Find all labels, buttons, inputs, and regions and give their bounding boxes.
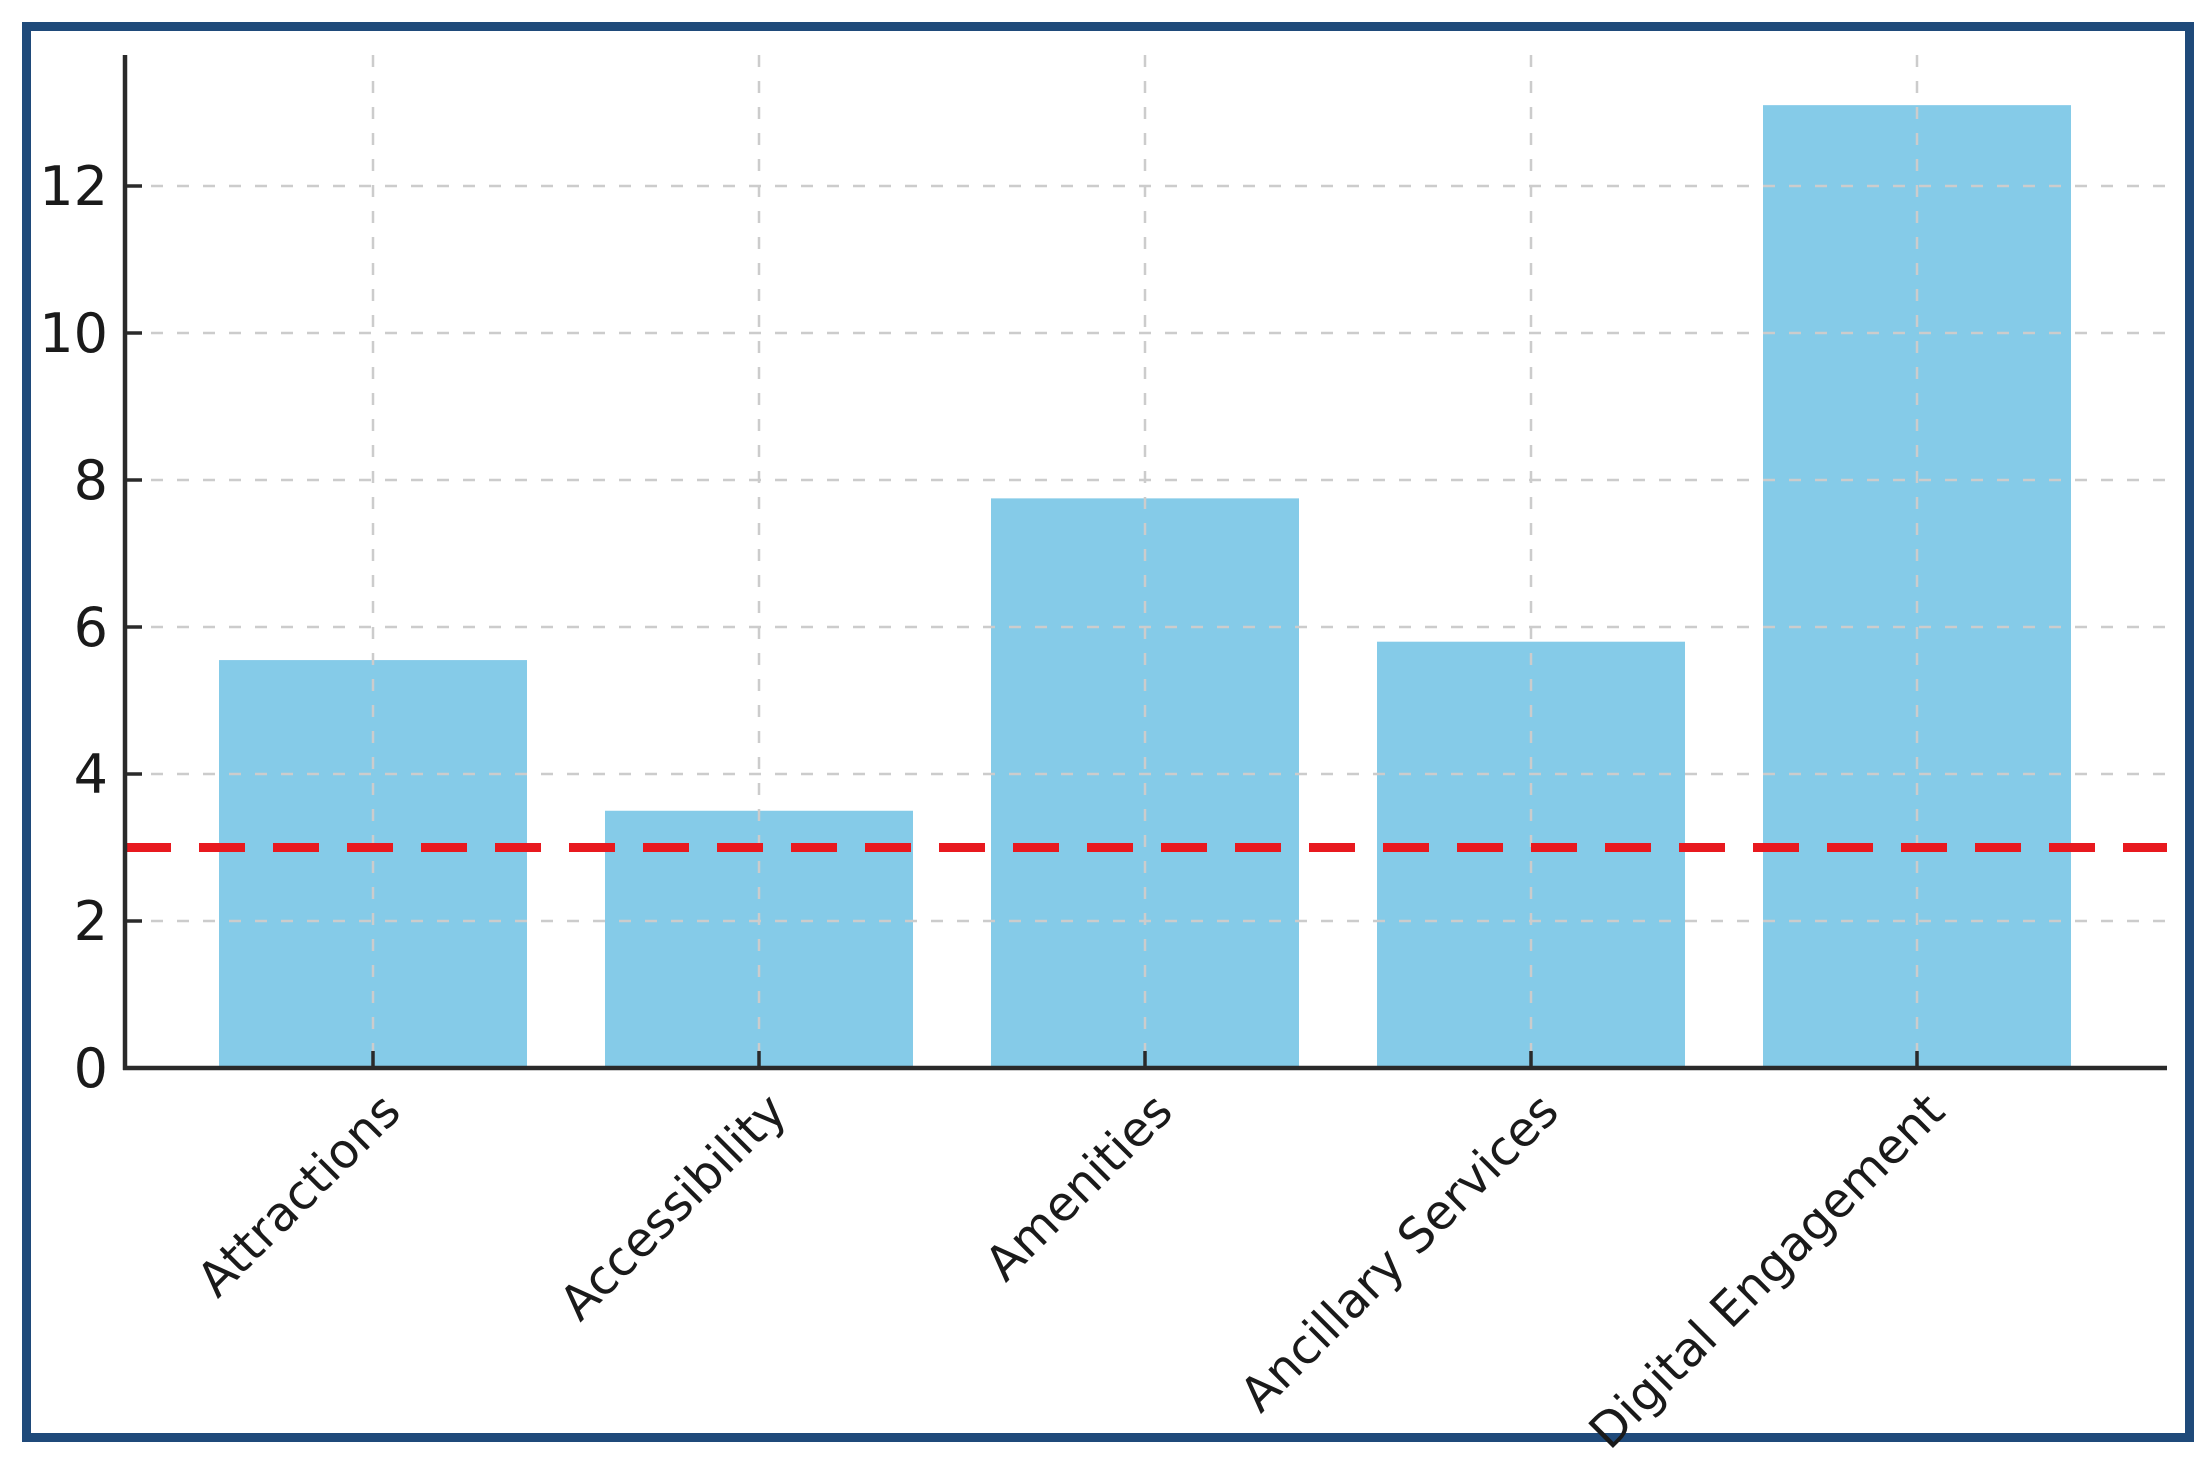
y-tick-label-4: 4	[74, 743, 108, 806]
x-tick-label-1: Accessibility	[549, 1083, 797, 1331]
gridlines-layer	[125, 55, 2167, 1068]
x-tick-label-3: Ancillary Services	[1229, 1083, 1569, 1423]
axes-layer	[122, 55, 2167, 1071]
x-tick-label-4: Digital Engagement	[1579, 1083, 1956, 1460]
x-tick-label-0: Attractions	[187, 1083, 412, 1308]
x-tick-label-2: Amenities	[974, 1083, 1183, 1292]
y-tick-label-2: 2	[74, 890, 108, 953]
y-tick-label-8: 8	[74, 449, 108, 512]
y-tick-label-10: 10	[39, 302, 108, 365]
y-tick-label-12: 12	[39, 155, 108, 218]
y-tick-label-6: 6	[74, 596, 108, 659]
y-tick-label-0: 0	[74, 1037, 108, 1100]
